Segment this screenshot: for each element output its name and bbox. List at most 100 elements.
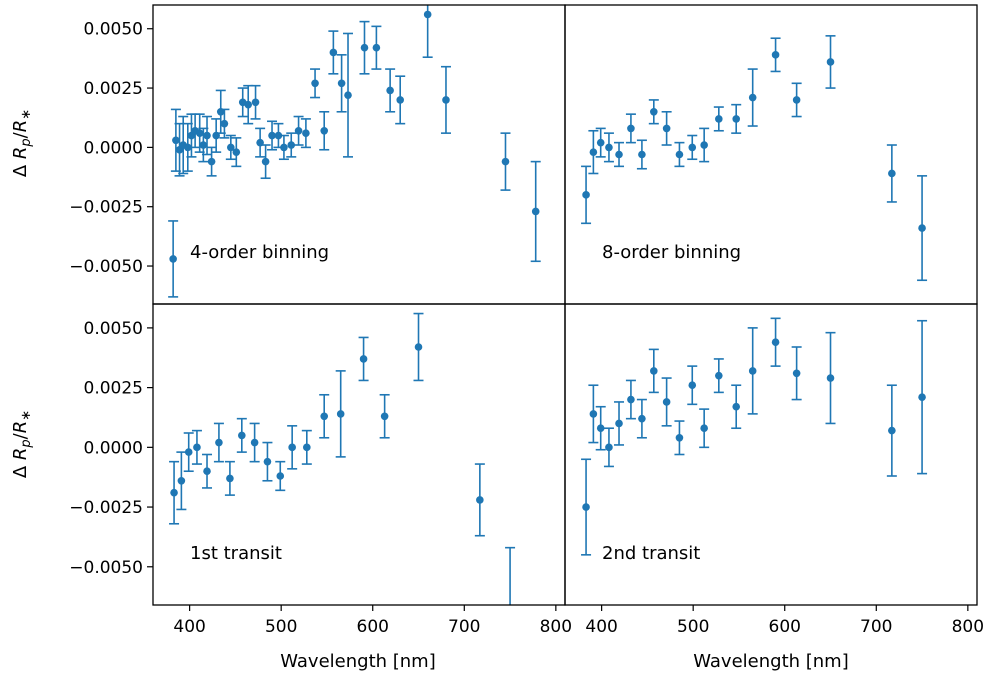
data-point bbox=[531, 207, 540, 216]
data-point bbox=[294, 126, 303, 135]
y-tick-label: 0.0000 bbox=[84, 138, 143, 158]
data-point bbox=[792, 96, 801, 104]
data-point bbox=[476, 496, 484, 504]
data-point bbox=[627, 124, 635, 133]
data-point bbox=[596, 138, 605, 147]
data-point bbox=[501, 157, 510, 166]
data-point bbox=[826, 374, 835, 382]
data-point bbox=[215, 438, 223, 447]
data-point bbox=[582, 503, 590, 511]
data-point bbox=[589, 410, 598, 418]
data-point bbox=[700, 424, 708, 433]
x-tick-label: 400 bbox=[585, 617, 617, 637]
data-point bbox=[220, 119, 229, 128]
data-point bbox=[650, 107, 658, 116]
data-point bbox=[261, 157, 270, 166]
data-point bbox=[268, 131, 276, 140]
data-point bbox=[688, 381, 697, 390]
data-point bbox=[414, 343, 423, 351]
data-point bbox=[170, 488, 178, 497]
data-point bbox=[688, 143, 697, 152]
data-point bbox=[506, 608, 514, 616]
data-point bbox=[199, 141, 208, 149]
data-point bbox=[263, 457, 272, 466]
data-point bbox=[302, 129, 310, 137]
data-point bbox=[615, 419, 623, 428]
axes-frame bbox=[564, 303, 978, 606]
plot-area bbox=[581, 35, 928, 282]
y-tick-label: 0.0050 bbox=[84, 20, 143, 40]
y-tick-label: −0.0050 bbox=[69, 257, 143, 277]
data-point bbox=[172, 136, 180, 145]
panel-1st-transit: 0.0050 0.0025 0.0000 −0.0025 −0.0050 400 500 60… bbox=[69, 303, 572, 637]
data-point bbox=[195, 129, 204, 137]
data-point bbox=[288, 443, 296, 452]
y-tick-label: 0.0000 bbox=[84, 438, 143, 458]
data-point bbox=[748, 367, 757, 375]
data-point bbox=[232, 148, 241, 156]
data-point bbox=[918, 224, 926, 232]
xlabel-right: Wavelength [nm] bbox=[693, 651, 849, 672]
data-point bbox=[207, 157, 216, 166]
data-point bbox=[732, 115, 741, 123]
x-tick-label: 800 bbox=[952, 617, 984, 637]
x-tick-label: 700 bbox=[860, 617, 892, 637]
x-tick-label: 400 bbox=[173, 617, 205, 637]
x-tick-label: 700 bbox=[448, 617, 480, 637]
data-point bbox=[589, 148, 598, 156]
panel-2nd-transit: 400 500 600 700 800 2nd transit bbox=[564, 303, 984, 637]
data-point bbox=[627, 395, 635, 404]
data-point bbox=[227, 143, 235, 152]
panel-label: 1st transit bbox=[190, 543, 282, 564]
data-point bbox=[748, 93, 757, 102]
data-point bbox=[826, 58, 835, 66]
data-point bbox=[771, 51, 780, 59]
data-point bbox=[169, 255, 177, 263]
x-tick-label: 800 bbox=[540, 617, 572, 637]
data-point bbox=[700, 141, 708, 149]
data-point bbox=[276, 472, 285, 480]
plot-area bbox=[581, 317, 928, 556]
data-point bbox=[311, 79, 319, 88]
y-tick-label: −0.0025 bbox=[69, 498, 143, 518]
data-point bbox=[386, 86, 394, 95]
data-point bbox=[184, 448, 193, 456]
data-point bbox=[615, 150, 623, 159]
data-point bbox=[715, 115, 723, 123]
data-point bbox=[280, 143, 288, 152]
data-point bbox=[193, 443, 201, 452]
data-point bbox=[244, 100, 253, 109]
data-point bbox=[423, 10, 432, 19]
data-point bbox=[380, 412, 389, 421]
ylabel-top: Δ Rp/R∗ bbox=[10, 109, 34, 177]
data-point bbox=[336, 410, 345, 418]
data-point bbox=[177, 476, 186, 485]
data-point bbox=[918, 393, 926, 401]
panel-4-order: 0.0050 0.0025 0.0000 −0.0025 −0.0050 4-order … bbox=[69, 4, 566, 305]
data-point bbox=[329, 48, 338, 57]
data-point bbox=[888, 169, 896, 178]
data-point bbox=[372, 43, 381, 52]
plot-area bbox=[169, 312, 516, 616]
data-point bbox=[359, 355, 368, 363]
panel-label: 8-order binning bbox=[602, 242, 741, 263]
data-point bbox=[337, 79, 346, 88]
panel-label: 2nd transit bbox=[602, 543, 700, 564]
x-tick-label: 500 bbox=[265, 617, 297, 637]
data-point bbox=[582, 191, 590, 199]
x-tick-label: 600 bbox=[357, 617, 389, 637]
data-point bbox=[638, 414, 646, 423]
data-point bbox=[226, 474, 234, 483]
data-point bbox=[888, 426, 896, 435]
y-tick-label: 0.0025 bbox=[84, 379, 143, 399]
data-point bbox=[596, 424, 605, 433]
data-point bbox=[771, 338, 780, 347]
y-tick-label: 0.0025 bbox=[84, 79, 143, 99]
data-point bbox=[183, 143, 192, 152]
data-point bbox=[396, 96, 405, 104]
data-point bbox=[605, 143, 613, 152]
data-point bbox=[675, 150, 684, 159]
panel-8-order: 8-order binning bbox=[564, 4, 978, 305]
plot-area bbox=[168, 5, 541, 298]
